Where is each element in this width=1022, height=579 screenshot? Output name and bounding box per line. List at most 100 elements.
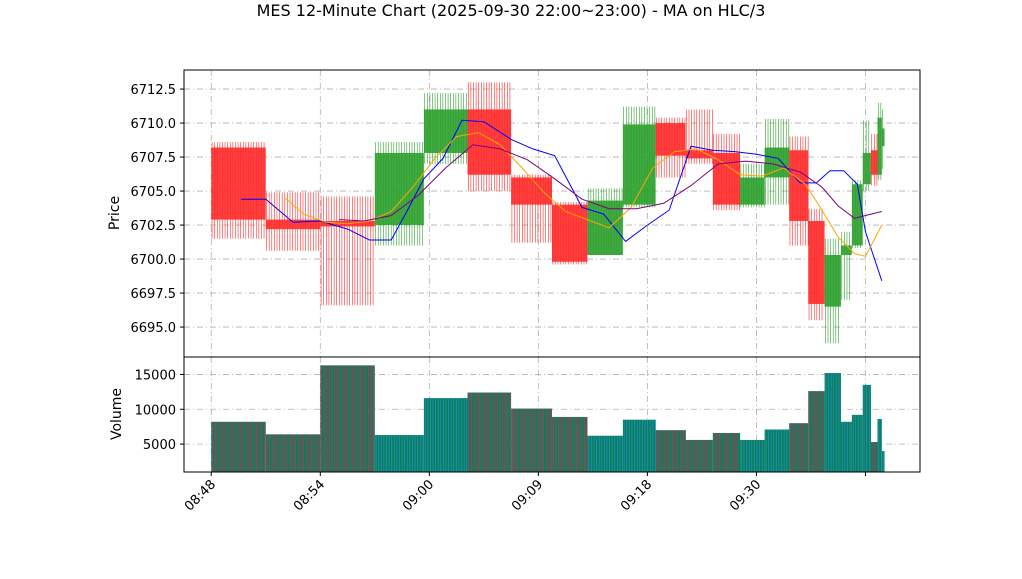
- volume-bar: [851, 414, 863, 472]
- x-tick-label: 09:18: [618, 477, 655, 514]
- volume-y-ticks: 5000 10000 15000: [135, 368, 184, 453]
- candle-body: [789, 150, 809, 221]
- volume-axis-label: Volume: [109, 388, 125, 440]
- volume-bar: [740, 439, 765, 472]
- price-tick-label: 6702.5: [131, 219, 177, 234]
- volume-bar: [587, 435, 623, 472]
- volume-bar: [764, 429, 790, 472]
- price-axis-label: Price: [107, 196, 123, 230]
- x-tick-label: 09:09: [509, 477, 546, 514]
- candle-body: [374, 152, 424, 226]
- price-tick-label: 6712.5: [131, 83, 177, 98]
- candle-down: [467, 82, 512, 192]
- candle-body: [740, 177, 765, 205]
- candle-up: [374, 142, 424, 246]
- volume-bar-fill: [622, 419, 656, 472]
- volume-bar: [374, 435, 424, 472]
- candle-body: [265, 219, 321, 230]
- volume-bar: [881, 451, 885, 472]
- moving-average-line: [339, 144, 882, 222]
- volume-bar: [655, 430, 686, 472]
- candle-up: [740, 163, 765, 208]
- volume-bar: [552, 416, 588, 472]
- volume-bar-fill: [877, 419, 882, 472]
- volume-bar-fill: [685, 439, 713, 472]
- volume-bar: [712, 432, 741, 472]
- moving-average-lines: [241, 119, 883, 281]
- volume-tick-label: 5000: [143, 438, 176, 453]
- volume-bar: [211, 421, 266, 472]
- volume-bar-fill: [840, 421, 852, 472]
- candle-body: [824, 254, 841, 307]
- volume-bar-fill: [789, 423, 809, 472]
- volume-bar: [877, 419, 882, 472]
- volume-bar: [511, 408, 552, 472]
- candle-down: [685, 109, 713, 164]
- x-tick-label: 09:30: [727, 477, 764, 514]
- candle-down: [211, 142, 266, 239]
- candle-up: [877, 102, 882, 181]
- candle-body: [211, 147, 266, 220]
- volume-bar-fill: [712, 432, 741, 472]
- volume-bar: [423, 398, 468, 472]
- volume-bar-fill: [655, 430, 686, 472]
- chart-title: MES 12-Minute Chart (2025-09-30 22:00~23…: [257, 1, 766, 20]
- price-candles: [211, 82, 885, 344]
- candle-body: [511, 177, 552, 205]
- x-tick-label: 09:00: [400, 477, 437, 514]
- volume-bar: [840, 421, 852, 472]
- candle-body: [840, 245, 852, 255]
- volume-bar: [862, 384, 871, 472]
- candle-up: [881, 109, 885, 170]
- x-ticks: 08:48 08:54 09:00 09:09 09:18 09:30: [182, 472, 866, 514]
- price-tick-label: 6695.0: [131, 321, 177, 336]
- volume-bars: [211, 365, 885, 472]
- price-tick-label: 6700.0: [131, 253, 177, 268]
- volume-bar: [789, 423, 809, 472]
- moving-average-line: [284, 132, 883, 257]
- volume-bar-fill: [851, 414, 863, 472]
- volume-tick-label: 15000: [135, 368, 176, 383]
- candle-down: [511, 174, 552, 243]
- moving-average-line: [241, 119, 883, 281]
- volume-bar: [622, 419, 656, 472]
- candle-body: [862, 152, 871, 185]
- candle-up: [824, 238, 841, 344]
- x-tick-label: 08:48: [182, 477, 219, 514]
- candle-body: [877, 117, 882, 175]
- candle-down: [789, 136, 809, 246]
- candle-up: [622, 106, 656, 208]
- volume-panel-frame: [183, 356, 921, 473]
- volume-bar: [870, 442, 878, 472]
- price-y-ticks: 6695.0 6697.5 6700.0 6702.5 6705.0 6707.5 6710…: [131, 83, 184, 336]
- candle-down: [655, 117, 686, 178]
- candle-up: [851, 180, 863, 249]
- candle-down: [552, 201, 588, 265]
- volume-bar: [467, 392, 512, 472]
- volume-bar: [685, 439, 713, 472]
- price-tick-label: 6705.0: [131, 185, 177, 200]
- candle-body: [655, 123, 686, 156]
- volume-bar: [320, 365, 375, 472]
- volume-bar-fill: [870, 442, 878, 472]
- volume-bar: [265, 434, 321, 472]
- candle-down: [870, 133, 878, 186]
- volume-bar: [824, 373, 841, 472]
- volume-bar: [808, 391, 825, 472]
- price-tick-label: 6707.5: [131, 151, 177, 166]
- candle-body: [851, 184, 863, 246]
- candle-up: [764, 118, 790, 205]
- candle-body: [881, 128, 885, 147]
- volume-tick-label: 10000: [135, 403, 176, 418]
- candle-down: [320, 196, 375, 306]
- candle-body: [764, 147, 790, 178]
- candle-up: [423, 93, 468, 164]
- price-tick-label: 6710.0: [131, 117, 177, 132]
- candle-down: [808, 208, 825, 321]
- candle-up: [862, 120, 871, 192]
- x-tick-label: 08:54: [291, 477, 328, 514]
- price-tick-label: 6697.5: [131, 287, 177, 302]
- candle-body: [808, 220, 825, 304]
